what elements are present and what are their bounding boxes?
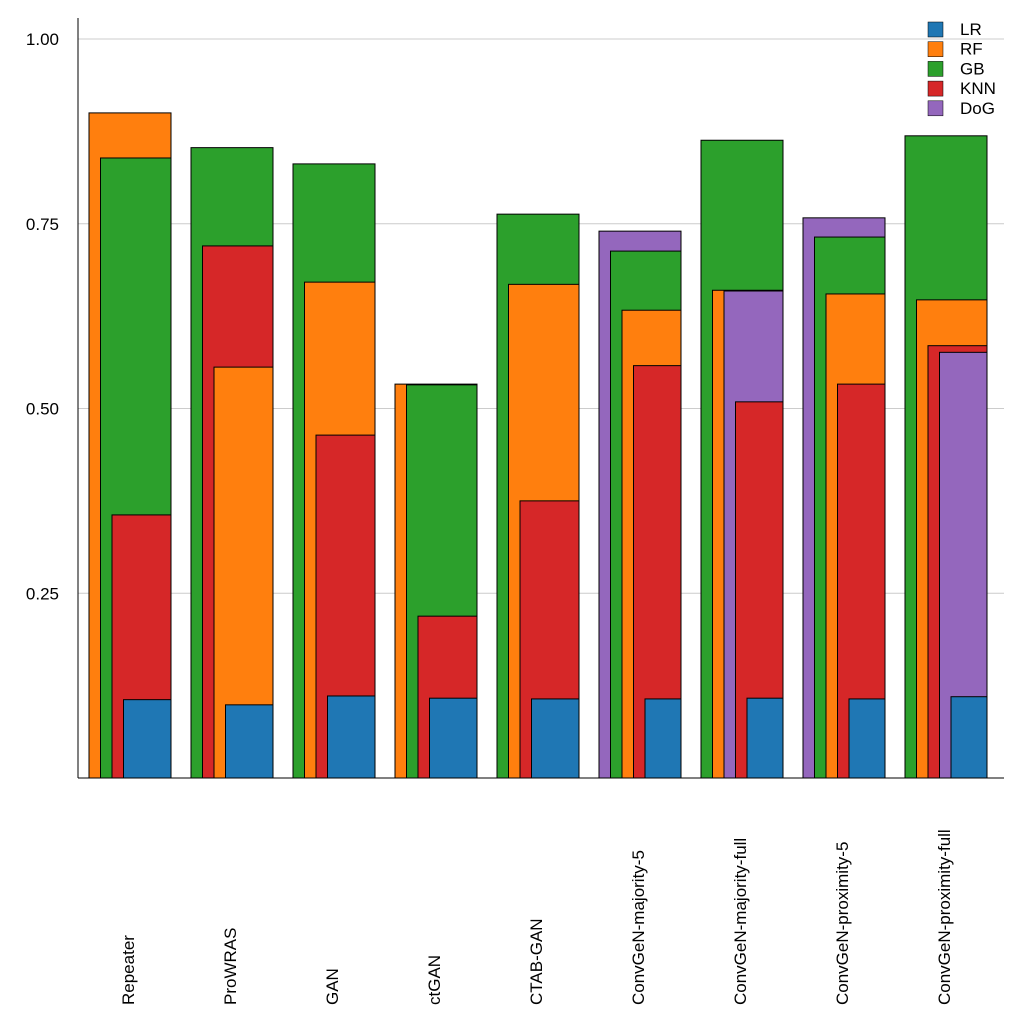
bar-group-convgen-proximity-5 <box>802 217 886 779</box>
x-tick-label: ConvGeN-majority-full <box>731 838 750 1005</box>
bar-lr <box>123 699 172 779</box>
y-tick-label: 0.25 <box>26 584 59 603</box>
x-tick-label: GAN <box>323 968 342 1005</box>
bar-lr <box>950 696 988 779</box>
legend-swatch-knn <box>927 80 944 97</box>
x-tick-label: Repeater <box>119 935 138 1005</box>
x-tick-labels: Repeater ProWRAS GAN ctGAN CTAB-GAN ConvGeN-m… <box>119 829 954 1005</box>
bar-group-convgen-majority-full <box>700 139 784 779</box>
bars <box>88 112 988 779</box>
x-tick-label: ProWRAS <box>221 928 240 1005</box>
y-tick-labels: 0.25 0.50 0.75 1.00 <box>26 30 59 603</box>
legend-label-dog: DoG <box>960 99 995 118</box>
legend-label-lr: LR <box>960 20 982 39</box>
bar-lr <box>327 695 376 779</box>
bar-group-convgen-majority-5 <box>598 230 682 779</box>
legend-swatch-dog <box>927 100 944 117</box>
bar-lr <box>225 704 274 779</box>
bar-lr <box>746 697 784 779</box>
legend-swatch-lr <box>927 21 944 38</box>
legend-swatch-rf <box>927 41 944 57</box>
bar-lr <box>531 698 580 779</box>
bar-group-repeater <box>88 112 172 779</box>
axes <box>77 18 1004 779</box>
bar-lr <box>429 697 478 779</box>
bar-lr <box>644 698 682 779</box>
bar-group-gan <box>292 163 376 779</box>
y-tick-label: 0.50 <box>26 400 59 419</box>
bar-group-ctgan <box>394 383 478 779</box>
legend-label-rf: RF <box>960 40 983 59</box>
bar-group-prowras <box>190 147 274 779</box>
x-tick-label: ConvGeN-majority-5 <box>629 850 648 1005</box>
x-tick-label: ConvGeN-proximity-full <box>935 829 954 1005</box>
x-tick-label: ConvGeN-proximity-5 <box>833 842 852 1005</box>
legend-label-knn: KNN <box>960 79 996 98</box>
x-tick-label: CTAB-GAN <box>527 918 546 1005</box>
legend-swatch-gb <box>927 61 944 77</box>
y-tick-label: 1.00 <box>26 30 59 49</box>
bar-lr <box>848 698 886 779</box>
x-tick-label: ctGAN <box>425 955 444 1005</box>
legend-label-gb: GB <box>960 59 985 78</box>
bar-group-ctab-gan <box>496 213 580 779</box>
y-tick-label: 0.75 <box>26 215 59 234</box>
bar-group-convgen-proximity-full <box>904 135 988 779</box>
